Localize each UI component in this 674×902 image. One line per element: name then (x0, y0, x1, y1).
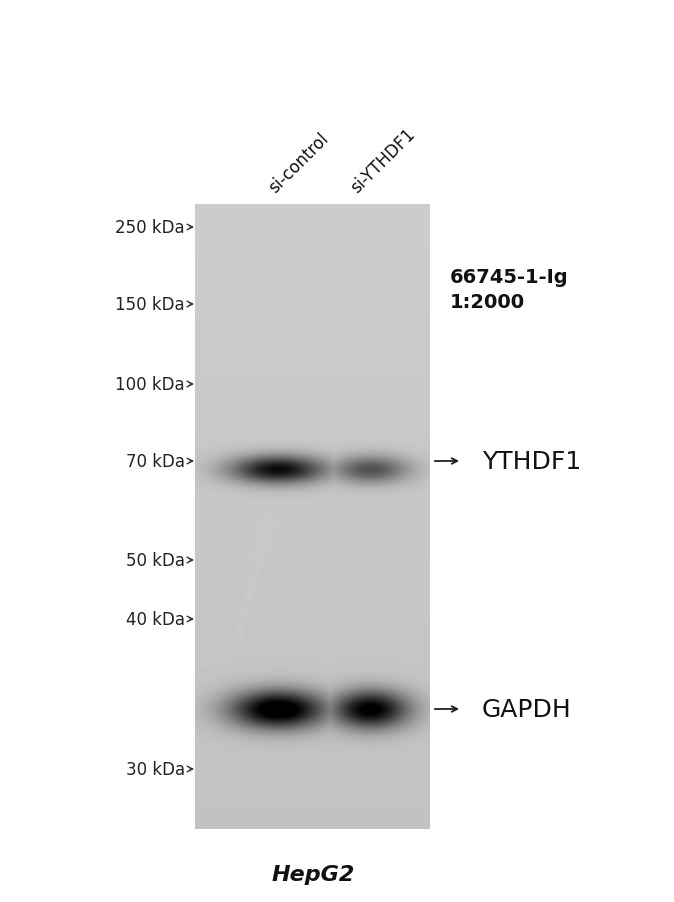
Text: 30 kDa: 30 kDa (126, 760, 185, 778)
Text: si-YTHDF1: si-YTHDF1 (347, 125, 419, 197)
Text: YTHDF1: YTHDF1 (482, 449, 581, 474)
Text: WWW.PTGAB.COM: WWW.PTGAB.COM (232, 515, 278, 643)
Text: 250 kDa: 250 kDa (115, 219, 185, 236)
Text: 50 kDa: 50 kDa (126, 551, 185, 569)
Text: 40 kDa: 40 kDa (126, 611, 185, 629)
Text: HepG2: HepG2 (272, 864, 355, 884)
Text: 70 kDa: 70 kDa (126, 453, 185, 471)
Text: 150 kDa: 150 kDa (115, 296, 185, 314)
Text: 66745-1-Ig
1:2000: 66745-1-Ig 1:2000 (450, 268, 569, 312)
Text: GAPDH: GAPDH (482, 697, 572, 722)
Text: si-control: si-control (266, 130, 332, 197)
Text: 100 kDa: 100 kDa (115, 375, 185, 393)
